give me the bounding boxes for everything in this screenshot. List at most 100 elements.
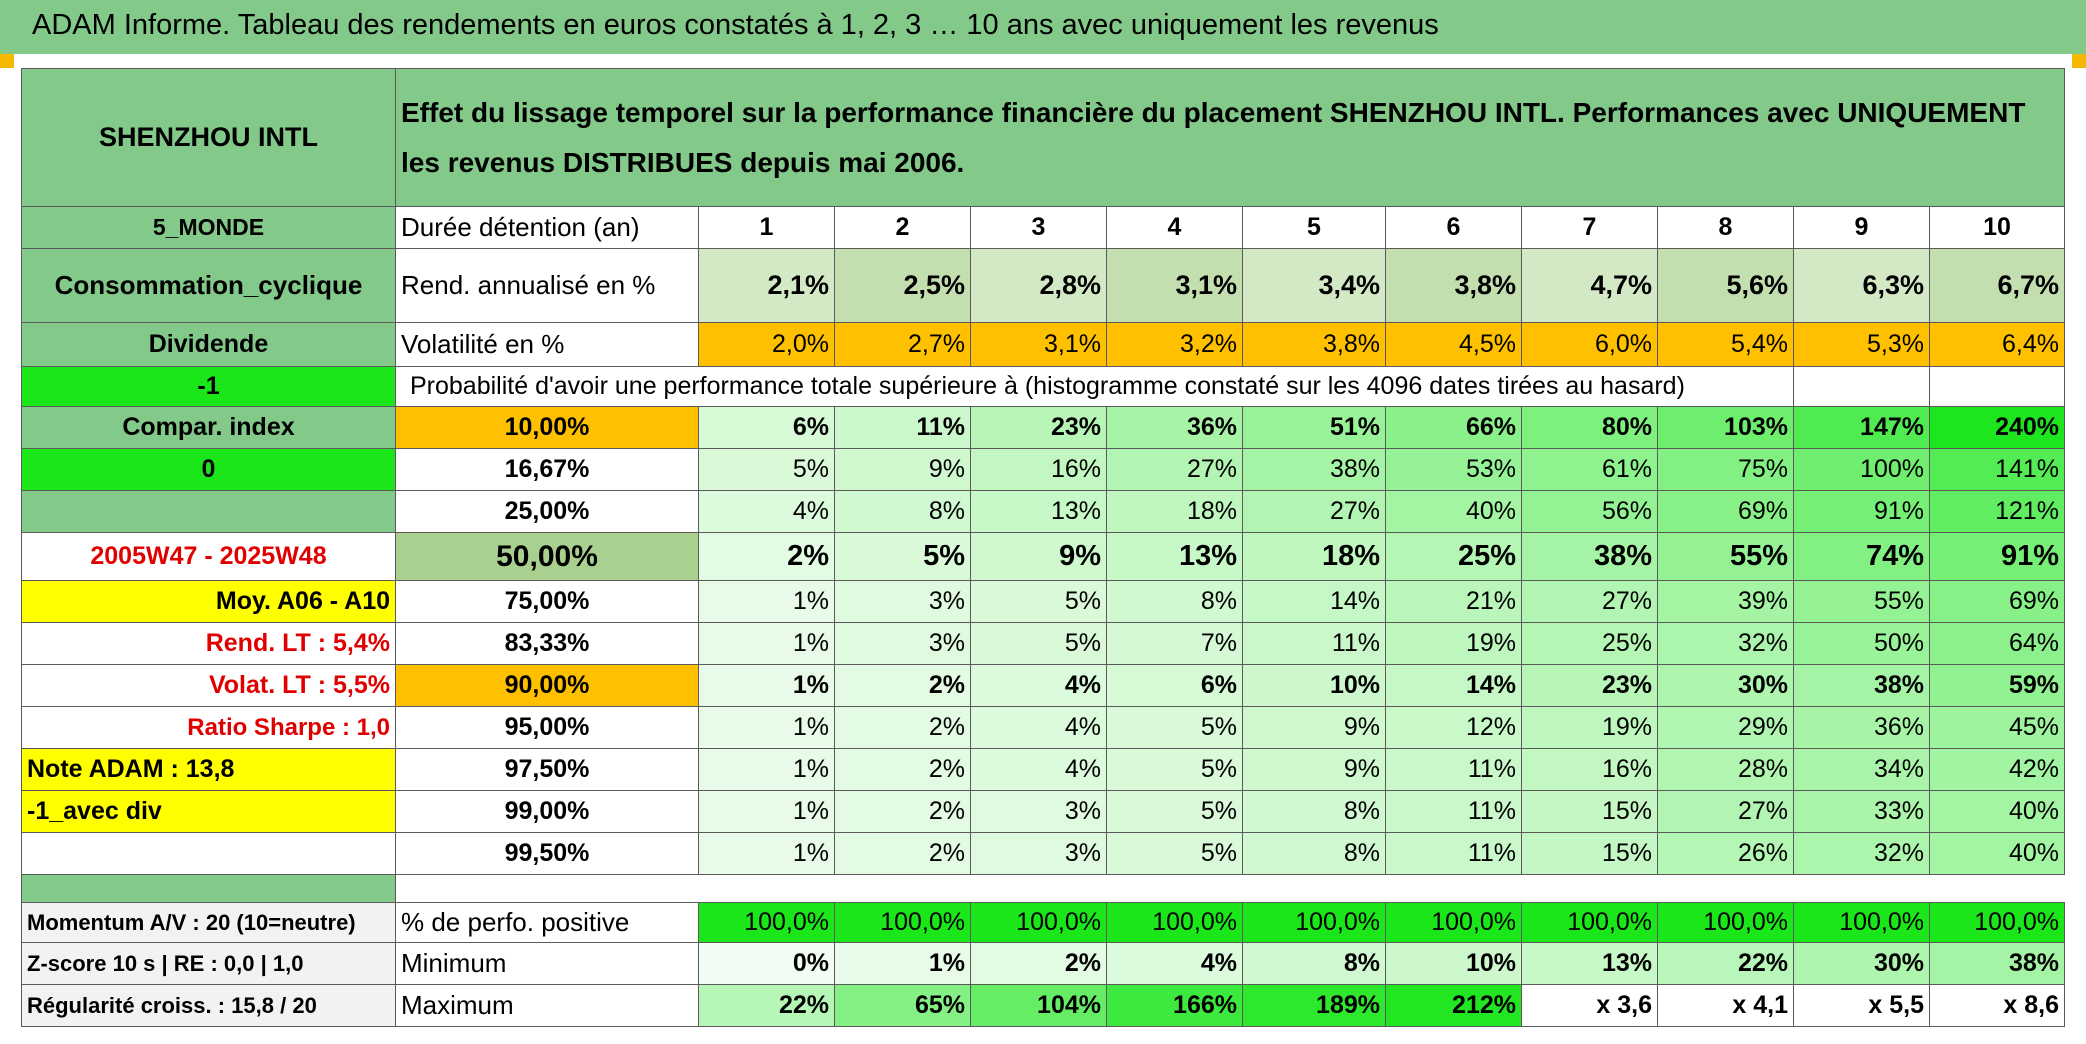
minimum-value: 22%: [1657, 942, 1794, 985]
positive-performance-row: Momentum A/V : 20 (10=neutre)% de perfo.…: [21, 902, 2066, 943]
probability-value: 9%: [834, 448, 971, 491]
probability-value: 51%: [1242, 406, 1386, 449]
regularity-label: Régularité croiss. : 15,8 / 20: [21, 984, 396, 1027]
percentile-row: Volat. LT : 5,5% 90,00% 1% 2% 4% 6% 10% 14% 23% 3…: [21, 664, 2066, 707]
probability-value: 2%: [834, 790, 971, 833]
probability-value: 19%: [1385, 622, 1522, 665]
probability-value: 55%: [1657, 532, 1794, 581]
maximum-label: Maximum: [395, 984, 699, 1027]
probability-value: 1%: [698, 580, 835, 623]
probability-value: 5%: [1106, 832, 1243, 875]
probability-value: 5%: [698, 448, 835, 491]
probability-value: 69%: [1928, 580, 2066, 623]
percentile-threshold: 75,00%: [395, 580, 699, 623]
percentile-threshold: 99,50%: [395, 832, 699, 875]
minus-one-flag: -1: [21, 366, 396, 407]
year-header: 5: [1242, 206, 1386, 249]
long-term-return-label: Rend. LT : 5,4%: [21, 622, 396, 665]
percentile-threshold: 50,00%: [395, 532, 699, 581]
probability-value: 38%: [1521, 532, 1658, 581]
annualized-return-value: 6,3%: [1793, 248, 1930, 323]
percentile-row: Ratio Sharpe : 1,0 95,00% 1% 2% 4% 5% 9% 12% 19%…: [21, 706, 2066, 749]
positive-performance-value: 100,0%: [1793, 902, 1930, 943]
probability-value: 42%: [1928, 748, 2066, 791]
probability-value: 64%: [1928, 622, 2066, 665]
volatility-value: 5,4%: [1657, 322, 1794, 367]
percentile-threshold: 10,00%: [395, 406, 699, 449]
probability-value: 21%: [1385, 580, 1522, 623]
year-header: 10: [1928, 206, 2066, 249]
minimum-value: 1%: [834, 942, 971, 985]
probability-value: 15%: [1521, 832, 1658, 875]
annualized-return-label: Rend. annualisé en %: [395, 248, 699, 323]
probability-value: 13%: [970, 490, 1107, 533]
probability-value: 8%: [1242, 790, 1386, 833]
probability-value: 3%: [834, 622, 971, 665]
percentile-row: Moy. A06 - A10 75,00% 1% 3% 5% 8% 14% 21% 27% 39%…: [21, 580, 2066, 623]
momentum-label: Momentum A/V : 20 (10=neutre): [21, 902, 396, 943]
probability-value: 39%: [1657, 580, 1794, 623]
probability-value: 36%: [1106, 406, 1243, 449]
empty-cell: [21, 832, 396, 875]
long-term-volatility-label: Volat. LT : 5,5%: [21, 664, 396, 707]
probability-value: 2%: [834, 706, 971, 749]
annualized-return-value: 2,5%: [834, 248, 971, 323]
probability-value: 66%: [1385, 406, 1522, 449]
empty-cell: [1793, 366, 1930, 407]
probability-value: 80%: [1521, 406, 1658, 449]
probability-value: 10%: [1242, 664, 1386, 707]
probability-value: 5%: [834, 532, 971, 581]
probability-value: 33%: [1793, 790, 1930, 833]
volatility-row: Dividende Volatilité en % 2,0% 2,7% 3,1% 3,2%…: [21, 322, 2066, 367]
probability-value: 7%: [1106, 622, 1243, 665]
annualized-return-value: 4,7%: [1521, 248, 1658, 323]
year-header: 8: [1657, 206, 1794, 249]
probability-value: 8%: [834, 490, 971, 533]
type-label: Dividende: [21, 322, 396, 367]
probability-value: 3%: [834, 580, 971, 623]
probability-value: 100%: [1793, 448, 1930, 491]
probability-value: 15%: [1521, 790, 1658, 833]
region-label: 5_MONDE: [21, 206, 396, 249]
percentile-threshold: 25,00%: [395, 490, 699, 533]
maximum-value: 189%: [1242, 984, 1386, 1027]
annualized-return-value: 6,7%: [1928, 248, 2066, 323]
probability-value: 91%: [1793, 490, 1930, 533]
percentile-threshold: 99,00%: [395, 790, 699, 833]
probability-value: 23%: [1521, 664, 1658, 707]
maximum-value: 65%: [834, 984, 971, 1027]
probability-value: 5%: [970, 622, 1107, 665]
probability-value: 1%: [698, 790, 835, 833]
probability-value: 27%: [1106, 448, 1243, 491]
probability-header-row: -1 Probabilité d'avoir une performance to…: [21, 366, 2066, 407]
percentile-row: 25,00% 4% 8% 13% 18% 27% 40% 56% 69% 91% 121%: [21, 490, 2066, 533]
empty-green-cell: [21, 874, 396, 903]
annualized-return-value: 3,1%: [1106, 248, 1243, 323]
probability-value: 69%: [1657, 490, 1794, 533]
volatility-value: 6,0%: [1521, 322, 1658, 367]
probability-value: 147%: [1793, 406, 1930, 449]
volatility-value: 3,1%: [970, 322, 1107, 367]
volatility-value: 5,3%: [1793, 322, 1930, 367]
probability-value: 40%: [1928, 832, 2066, 875]
probability-value: 8%: [1242, 832, 1386, 875]
probability-value: 4%: [970, 706, 1107, 749]
probability-value: 8%: [1106, 580, 1243, 623]
positive-performance-value: 100,0%: [1928, 902, 2066, 943]
minimum-value: 4%: [1106, 942, 1243, 985]
probability-value: 9%: [1242, 748, 1386, 791]
percentile-row: Compar. index 10,00% 6% 11% 23% 36% 51% 66% 80% 1…: [21, 406, 2066, 449]
positive-performance-value: 100,0%: [1521, 902, 1658, 943]
report-title: ADAM Informe. Tableau des rendements en …: [32, 9, 1439, 41]
year-header: 2: [834, 206, 971, 249]
probability-value: 2%: [834, 664, 971, 707]
probability-value: 38%: [1242, 448, 1386, 491]
sharpe-ratio-label: Ratio Sharpe : 1,0: [21, 706, 396, 749]
year-header: 3: [970, 206, 1107, 249]
probability-value: 4%: [970, 748, 1107, 791]
empty-cell: [396, 875, 2065, 903]
percentile-row: 2005W47 - 2025W48 50,00% 2% 5% 9% 13% 18% 25% 38…: [21, 532, 2066, 581]
probability-value: 11%: [1242, 622, 1386, 665]
probability-value: 26%: [1657, 832, 1794, 875]
maximum-value: 166%: [1106, 984, 1243, 1027]
